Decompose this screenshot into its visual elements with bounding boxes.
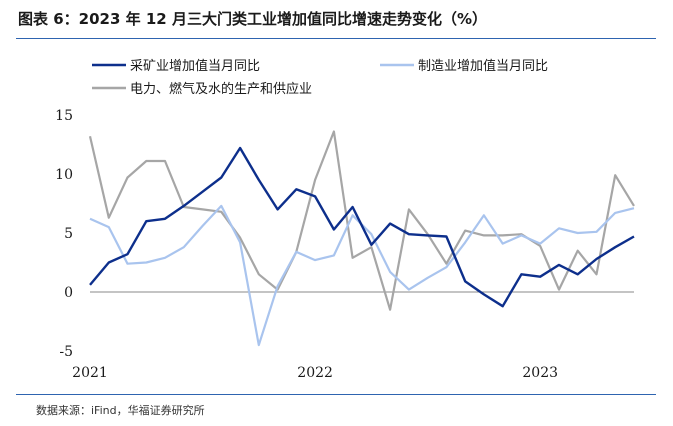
legend-label-1: 采矿业增加值当月同比 [130, 58, 260, 74]
series-lines [88, 130, 635, 347]
x-tick-label: 2023 [522, 365, 558, 381]
legend-label-3: 电力、燃气及水的生产和供应业 [130, 81, 312, 97]
source-note: 数据来源：iFind，华福证券研究所 [36, 404, 205, 417]
y-tick-label: 0 [64, 285, 73, 301]
chart-title: 图表 6：2023 年 12 月三大门类工业增加值同比增速走势变化（%） [18, 10, 487, 28]
y-tick-label: -5 [59, 344, 73, 360]
x-tick-label: 2022 [297, 365, 333, 381]
y-tick-label: 5 [64, 226, 73, 242]
top-divider [16, 38, 656, 39]
y-tick-label: 10 [55, 167, 73, 183]
y-tick-label: 15 [55, 108, 73, 124]
x-tick-label: 2021 [72, 365, 108, 381]
series-line-1 [89, 146, 635, 308]
series-line-3 [88, 130, 635, 311]
legend-label-2: 制造业增加值当月同比 [418, 58, 548, 74]
axes: 15 10 5 0 -5 2021 2022 2023 [55, 108, 634, 381]
bottom-divider [16, 394, 656, 395]
